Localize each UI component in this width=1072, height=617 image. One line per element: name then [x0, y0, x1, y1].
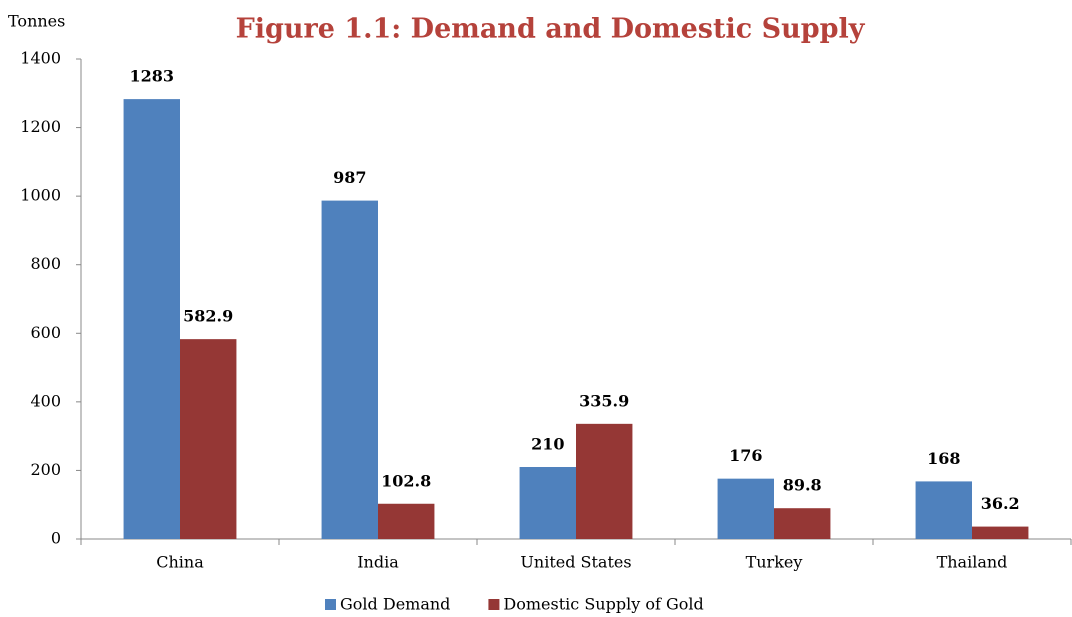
bar: [774, 508, 831, 539]
data-label: 335.9: [579, 391, 629, 410]
data-label: 168: [927, 449, 960, 468]
bar: [321, 200, 378, 539]
legend-swatch: [325, 599, 336, 610]
y-tick-label: 1200: [20, 117, 61, 136]
data-label: 582.9: [183, 307, 233, 326]
bar: [717, 478, 774, 539]
y-tick-label: 0: [51, 529, 61, 548]
bar: [378, 503, 435, 539]
bar: [123, 99, 180, 539]
y-tick-label: 600: [30, 323, 61, 342]
data-label: 1283: [130, 67, 175, 86]
y-tick-label: 1400: [20, 49, 61, 68]
data-label: 89.8: [783, 476, 822, 495]
bar: [915, 481, 972, 539]
bar: [519, 467, 576, 539]
y-tick-label: 1000: [20, 186, 61, 205]
bar: [972, 526, 1029, 539]
legend-label: Domestic Supply of Gold: [503, 595, 703, 614]
chart-title: Figure 1.1: Demand and Domestic Supply: [236, 14, 866, 45]
bar: [180, 339, 237, 539]
x-tick-label: Turkey: [746, 553, 803, 572]
x-tick-label: India: [357, 553, 399, 572]
legend-swatch: [488, 599, 500, 610]
y-axis-label: Tonnes: [8, 12, 65, 31]
data-label: 210: [531, 435, 564, 454]
data-label: 36.2: [981, 494, 1020, 513]
y-tick-label: 400: [30, 391, 61, 410]
x-tick-label: China: [156, 553, 204, 572]
bar: [576, 423, 633, 539]
y-tick-label: 800: [30, 254, 61, 273]
data-label: 102.8: [381, 471, 431, 490]
y-tick-label: 200: [30, 460, 61, 479]
x-tick-label: Thailand: [937, 553, 1008, 572]
data-label: 176: [729, 446, 762, 465]
x-tick-label: United States: [520, 553, 631, 572]
data-label: 987: [333, 168, 366, 187]
legend-label: Gold Demand: [340, 595, 450, 614]
